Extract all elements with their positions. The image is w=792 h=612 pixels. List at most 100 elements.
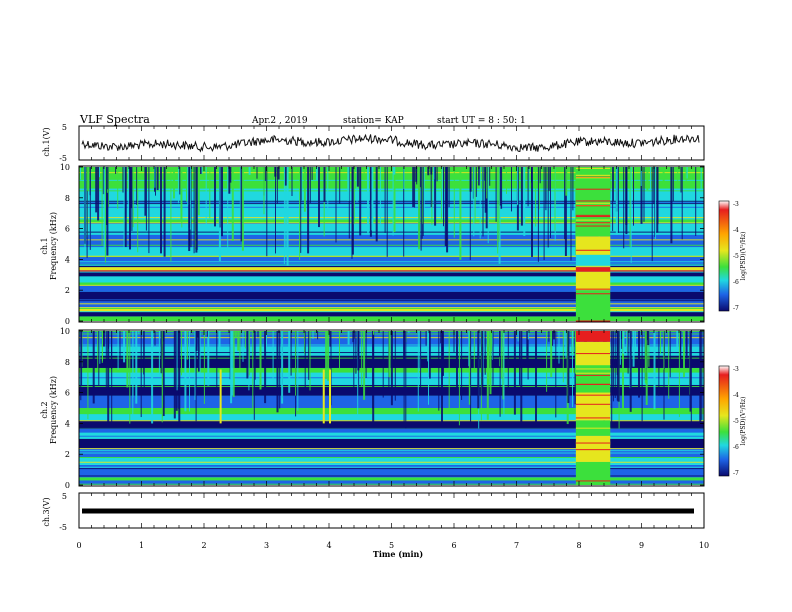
freq-tick-label: 6 bbox=[65, 225, 70, 234]
ch1-spec-sferic bbox=[300, 167, 302, 201]
ch1-spec-sferic bbox=[680, 167, 682, 193]
ch1-spec-sferic bbox=[643, 167, 645, 222]
ch1-spec-sferic bbox=[459, 167, 462, 260]
ch2-spec-sferic bbox=[154, 331, 156, 346]
ch1-spec-sferic bbox=[554, 167, 556, 231]
ch1-spec-sferic bbox=[84, 167, 86, 249]
ch2-spec-sferic bbox=[483, 331, 485, 353]
ch1-spec-sferic bbox=[115, 167, 117, 174]
ch1-spec-sferic bbox=[473, 167, 475, 237]
ch1-spec-sferic bbox=[511, 167, 512, 212]
ch2-spec-burst-line bbox=[575, 401, 611, 403]
ch2-spec-sferic bbox=[304, 331, 305, 354]
ch2-spec-burst bbox=[575, 364, 611, 393]
ch1-spec-sferic bbox=[351, 167, 353, 259]
ch2-spec-sferic bbox=[622, 331, 625, 354]
ch2-spec-sferic bbox=[242, 331, 244, 362]
ch2-spec-burst-line bbox=[575, 353, 611, 355]
ch1-spec-sferic bbox=[359, 167, 362, 236]
ch1-spec-sferic bbox=[248, 167, 251, 175]
ch1-spec-sferic bbox=[180, 167, 183, 223]
ch1-spec-sferic bbox=[165, 167, 167, 184]
ch2-spec-sferic bbox=[195, 331, 197, 422]
ch1-spec-tone-line bbox=[79, 231, 704, 233]
ch1-spec-sferic bbox=[548, 167, 550, 191]
ch1-spec-band bbox=[79, 307, 704, 312]
ch2-spec-burst bbox=[575, 461, 611, 485]
ch2-spec-sferic bbox=[644, 331, 647, 384]
ch1-spec-sferic bbox=[640, 167, 643, 224]
ch1-spec-sferic bbox=[403, 167, 405, 257]
ch1-spec-sferic bbox=[539, 167, 541, 184]
ch2-spec-sferic bbox=[626, 331, 628, 352]
ch1-spec-sferic bbox=[291, 167, 293, 196]
ch1-spec-band bbox=[79, 256, 704, 265]
ch1-spec-sferic bbox=[327, 167, 329, 213]
ch1-spec-sferic bbox=[617, 167, 619, 233]
ch3-ylabel: ch.3(V) bbox=[42, 497, 51, 526]
ch1-spec-sferic bbox=[564, 167, 566, 240]
ch1-spec-sferic bbox=[103, 167, 106, 251]
ch1-spec-sferic bbox=[495, 167, 497, 222]
ch1-spec-sferic bbox=[700, 167, 702, 189]
ch1-spec-sferic bbox=[441, 167, 442, 223]
ch2-spec-sferic bbox=[616, 331, 618, 401]
ch2-spec-sferic bbox=[123, 331, 126, 363]
ch1-spec-sferic bbox=[414, 167, 416, 208]
ch1-spec-sferic bbox=[685, 167, 688, 179]
ch1-spec-sferic bbox=[80, 167, 81, 180]
ch2-spec-band bbox=[79, 457, 704, 465]
ch3-ytick-neg5: -5 bbox=[59, 523, 67, 532]
ch1-spec-sferic bbox=[651, 167, 653, 262]
ch1-spec-sferic bbox=[239, 167, 241, 216]
ch2-spec-band bbox=[79, 408, 704, 415]
ch2-spec-sferic bbox=[440, 331, 442, 344]
ch2-spec-burst bbox=[575, 331, 611, 342]
colorbar-tick-label: -3 bbox=[733, 366, 739, 373]
ch2-spec-sferic bbox=[611, 331, 613, 390]
ch1-spec-sferic bbox=[286, 167, 289, 266]
ch1-spec-sferic bbox=[303, 167, 306, 212]
time-tick-label: 4 bbox=[326, 541, 331, 550]
ch1-spec-sferic bbox=[371, 167, 374, 231]
ch1-spec-sferic bbox=[177, 167, 179, 204]
ch2-spec-sferic bbox=[102, 331, 103, 362]
ch1-spec-sferic bbox=[284, 167, 287, 186]
ch1-spec-sferic bbox=[469, 167, 471, 261]
ch2-spec-sferic bbox=[629, 331, 632, 412]
ch2-spec-sferic bbox=[304, 331, 306, 392]
ch2-spec-burst-line bbox=[575, 403, 611, 405]
ch1-spec-sferic bbox=[497, 167, 499, 254]
ch3-ytick-5: 5 bbox=[62, 492, 67, 501]
ch1-spec-burst-line bbox=[575, 265, 611, 267]
ch1-spec-sferic bbox=[160, 167, 162, 254]
ch2-spec-sferic bbox=[244, 331, 246, 349]
ch1-spec-sferic bbox=[179, 167, 181, 195]
ch1-spec-sferic bbox=[575, 167, 577, 255]
ch2-spec-sferic bbox=[550, 331, 553, 378]
ch1-spec-sferic bbox=[335, 167, 337, 243]
ch2-spec-sferic bbox=[678, 331, 680, 417]
ch1-spec-sferic bbox=[301, 167, 303, 201]
ch1-spec-sferic bbox=[227, 167, 229, 253]
ch2-spec-sferic bbox=[626, 331, 628, 355]
colorbar-tick-label: -6 bbox=[733, 444, 739, 451]
ch2-spec-sferic bbox=[198, 331, 200, 372]
ch1-spec-band bbox=[79, 276, 704, 283]
ch2-spec-sferic bbox=[257, 331, 259, 338]
ch1-spec-band bbox=[79, 267, 704, 271]
ch1-spec-sferic bbox=[369, 167, 372, 237]
ch2-spec-sferic bbox=[438, 331, 440, 411]
ch2-freq-label: Frequency (kHz) bbox=[49, 376, 58, 444]
ch1-spec-tone-line bbox=[79, 263, 704, 265]
ch2-spec-sferic bbox=[317, 331, 319, 340]
station-label: station= KAP bbox=[343, 116, 404, 126]
ch2-spec-sferic bbox=[140, 331, 142, 418]
colorbar-gradient bbox=[718, 365, 730, 477]
ch1-spec-sferic bbox=[657, 167, 659, 225]
ch2-spec-sferic bbox=[159, 331, 161, 339]
ch2-spec-sferic bbox=[363, 331, 366, 400]
ch2-spec-sferic bbox=[218, 331, 221, 350]
ch2-spec-burst-line bbox=[575, 374, 611, 376]
ch1-spec-sferic bbox=[446, 167, 449, 253]
